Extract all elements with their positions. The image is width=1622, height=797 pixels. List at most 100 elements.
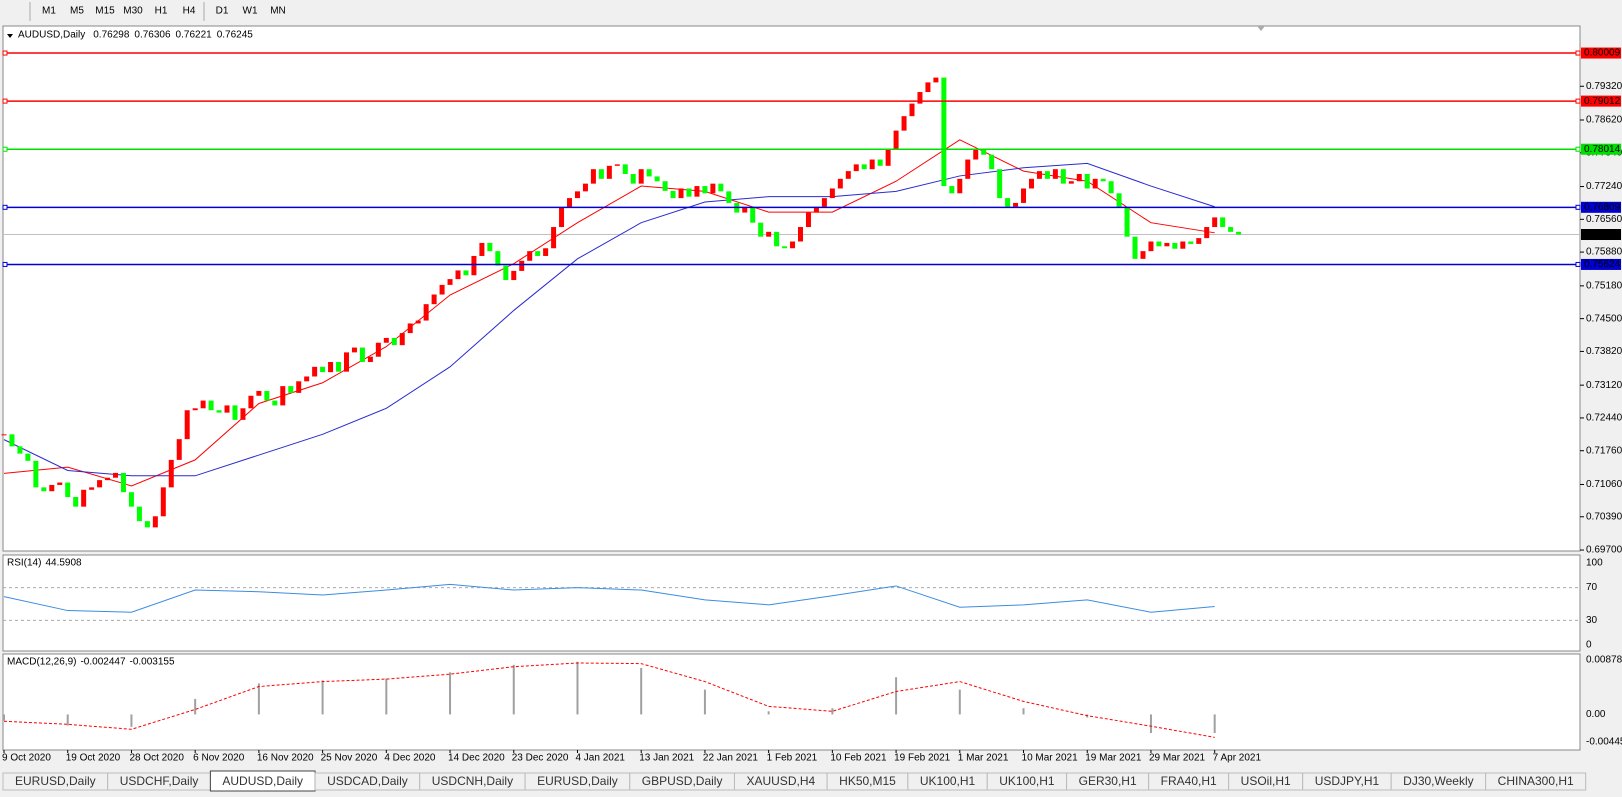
macd-bar: [895, 677, 898, 715]
tab[interactable]: USDCNH,Daily: [419, 772, 526, 791]
tab[interactable]: FRA40,H1: [1148, 772, 1230, 791]
tab[interactable]: EURUSD,Daily: [524, 772, 631, 791]
tab[interactable]: CHINA300,H1: [1485, 772, 1587, 791]
y-tick-label: 0.69700: [1586, 545, 1622, 556]
candle: [933, 77, 939, 83]
timeframe-label[interactable]: M5: [70, 6, 84, 17]
tab[interactable]: USDCHF,Daily: [107, 772, 211, 791]
indicator-value: -0.002447: [80, 657, 125, 668]
timeframe-label[interactable]: M1: [42, 6, 56, 17]
macd-bar: [703, 689, 706, 715]
tab-label[interactable]: EURUSD,Daily: [15, 774, 96, 788]
level-handle[interactable]: [2, 98, 8, 104]
x-tick-label: 19 Oct 2020: [66, 753, 121, 764]
tab[interactable]: HK50,M15: [826, 772, 909, 791]
tab-label[interactable]: USDCHF,Daily: [120, 774, 199, 788]
tab-label[interactable]: HK50,M15: [839, 774, 896, 788]
tab[interactable]: USDJPY,H1: [1302, 772, 1392, 791]
candle: [1156, 241, 1162, 247]
level-handle[interactable]: [2, 50, 8, 56]
x-tick-label: 10 Mar 2021: [1022, 753, 1079, 764]
candle: [813, 206, 819, 213]
candle: [1068, 181, 1074, 184]
indicator-title: RSI(14): [7, 558, 41, 569]
candle: [136, 506, 142, 522]
timeframe-button[interactable]: M1: [42, 6, 56, 17]
tab[interactable]: DJ30,Weekly: [1390, 772, 1487, 791]
level-handle[interactable]: [1575, 146, 1581, 152]
tab[interactable]: GER30,H1: [1066, 772, 1150, 791]
candle: [439, 284, 445, 295]
timeframe-button[interactable]: W1: [243, 6, 258, 17]
timeframe-label[interactable]: M30: [123, 6, 143, 17]
tab[interactable]: EURUSD,Daily: [2, 772, 109, 791]
timeframe-button[interactable]: M15: [95, 6, 115, 17]
candle: [41, 487, 47, 492]
price-label: 0.79012: [1584, 96, 1621, 107]
tab[interactable]: UK100,H1: [986, 772, 1068, 791]
candle: [105, 477, 111, 481]
candle: [1005, 198, 1011, 207]
tab-label[interactable]: DJ30,Weekly: [1403, 774, 1473, 788]
tab-label[interactable]: UK100,H1: [920, 774, 976, 788]
candle: [128, 492, 134, 507]
tab[interactable]: USOil,H1: [1228, 772, 1304, 791]
level-handle[interactable]: [1575, 261, 1581, 267]
timeframe-label[interactable]: H4: [183, 6, 196, 17]
y-tick-label: 0.79320: [1586, 81, 1622, 92]
candle: [774, 231, 780, 247]
candle: [821, 198, 827, 207]
timeframe-label[interactable]: MN: [270, 6, 286, 17]
macd-bar: [512, 664, 515, 715]
timeframe-button[interactable]: M5: [70, 6, 84, 17]
tab-label[interactable]: CHINA300,H1: [1498, 774, 1574, 788]
candle: [543, 248, 549, 256]
candle: [750, 207, 756, 223]
tab-label[interactable]: AUDUSD,Daily: [222, 774, 303, 788]
tab-label[interactable]: FRA40,H1: [1161, 774, 1217, 788]
tab-label[interactable]: USOil,H1: [1241, 774, 1291, 788]
tab[interactable]: GBPUSD,Daily: [629, 772, 735, 791]
tab-label[interactable]: UK100,H1: [999, 774, 1055, 788]
candle: [264, 390, 270, 401]
timeframe-label[interactable]: M15: [95, 6, 115, 17]
candle: [120, 472, 126, 493]
level-handle[interactable]: [1575, 50, 1581, 56]
tab-label[interactable]: GBPUSD,Daily: [642, 774, 723, 788]
level-handle[interactable]: [2, 146, 8, 152]
level-handle[interactable]: [2, 204, 8, 210]
tab-label[interactable]: XAUUSD,H4: [746, 774, 815, 788]
tab[interactable]: UK100,H1: [907, 772, 988, 791]
tab[interactable]: XAUUSD,H4: [733, 772, 828, 791]
tab-label[interactable]: USDCNH,Daily: [432, 774, 513, 788]
timeframe-button[interactable]: M30: [123, 6, 143, 17]
level-handle[interactable]: [2, 261, 8, 267]
timeframe-button[interactable]: MN: [270, 6, 286, 17]
tab-label[interactable]: EURUSD,Daily: [537, 774, 618, 788]
candle: [304, 376, 310, 382]
timeframe-button[interactable]: H1: [155, 6, 168, 17]
y-tick-label: 70: [1586, 582, 1598, 593]
candle: [949, 186, 955, 194]
timeframe-label[interactable]: W1: [243, 6, 258, 17]
level-handle[interactable]: [1575, 98, 1581, 104]
tab-label[interactable]: GER30,H1: [1079, 774, 1137, 788]
candle: [1084, 174, 1090, 189]
candle: [1236, 231, 1242, 235]
candle: [782, 246, 788, 249]
x-tick-label: 13 Jan 2021: [639, 753, 694, 764]
timeframe-button[interactable]: H4: [183, 6, 196, 17]
tab-box[interactable]: [1485, 772, 1587, 791]
tab-label[interactable]: USDJPY,H1: [1315, 774, 1380, 788]
timeframe-button[interactable]: D1: [216, 6, 229, 17]
tab-label[interactable]: USDCAD,Daily: [327, 774, 408, 788]
price-label: 0.76245: [1584, 229, 1621, 240]
candle: [559, 207, 565, 228]
timeframe-label[interactable]: H1: [155, 6, 168, 17]
tab[interactable]: AUDUSD,Daily: [209, 770, 316, 792]
tab[interactable]: USDCAD,Daily: [314, 772, 421, 791]
moving-average: [3, 162, 1215, 477]
price-label: 0.76809: [1584, 202, 1621, 213]
timeframe-label[interactable]: D1: [216, 6, 229, 17]
level-handle[interactable]: [1575, 204, 1581, 210]
